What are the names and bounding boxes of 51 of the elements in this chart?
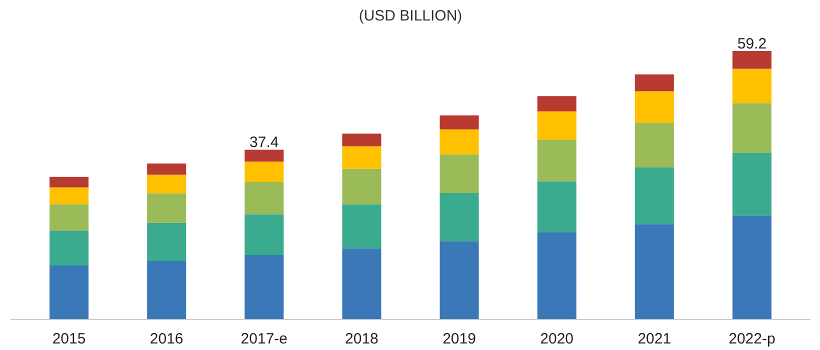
x-tick-label: 2016 (150, 330, 184, 348)
bar (537, 232, 576, 320)
bar (537, 140, 576, 182)
bar (244, 182, 284, 214)
bar (732, 103, 772, 154)
bar (147, 174, 186, 194)
x-tick-label: 2017-e (240, 330, 288, 348)
bar (537, 96, 576, 112)
x-tick-label: 2021 (638, 330, 672, 348)
bar (50, 187, 89, 204)
bar (634, 224, 674, 320)
bar (244, 150, 284, 162)
bar (440, 115, 479, 130)
x-tick-label: 2015 (52, 330, 86, 348)
bar (634, 91, 674, 123)
x-tick-label: 2019 (442, 330, 476, 348)
bar (634, 122, 674, 168)
bar (440, 193, 479, 242)
bar (634, 168, 674, 224)
bar (244, 255, 284, 320)
annotation: 59.2 (737, 35, 767, 52)
bar (50, 176, 89, 188)
bar (244, 214, 284, 256)
bar (342, 204, 382, 248)
bar (50, 204, 89, 231)
x-tick-label: 2022-p (728, 330, 776, 348)
bar (342, 248, 382, 320)
bar (342, 134, 382, 146)
annotation: 37.4 (250, 134, 279, 152)
x-tick-label: 2018 (345, 330, 378, 348)
bar (537, 111, 576, 140)
x-tick-label: 2020 (540, 330, 574, 348)
chart-title: (USD BILLION) (358, 8, 462, 24)
bar (732, 153, 772, 216)
bar (50, 230, 89, 266)
bar (440, 241, 479, 320)
bar (732, 50, 772, 69)
bar (50, 266, 89, 320)
bar (440, 154, 479, 194)
bar (147, 222, 186, 261)
bar (440, 129, 479, 154)
bar (732, 216, 772, 320)
bar (342, 168, 382, 204)
bar (732, 68, 772, 104)
bar (147, 163, 186, 175)
bar (537, 181, 576, 232)
bar (147, 260, 186, 320)
bar (147, 193, 186, 223)
bar (342, 146, 382, 169)
bar (244, 162, 284, 182)
bar (634, 74, 674, 92)
